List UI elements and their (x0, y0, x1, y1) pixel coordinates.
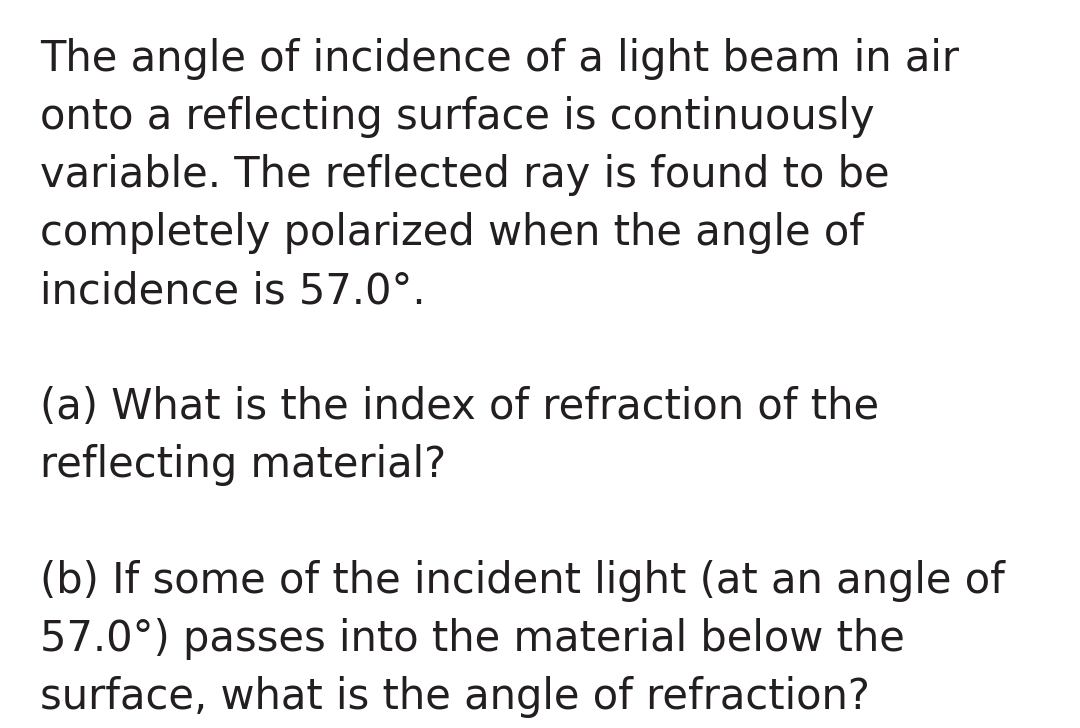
Text: (a) What is the index of refraction of the: (a) What is the index of refraction of t… (40, 386, 879, 428)
Text: completely polarized when the angle of: completely polarized when the angle of (40, 212, 864, 254)
Text: reflecting material?: reflecting material? (40, 444, 446, 486)
Text: onto a reflecting surface is continuously: onto a reflecting surface is continuousl… (40, 96, 875, 138)
Text: surface, what is the angle of refraction?: surface, what is the angle of refraction… (40, 676, 869, 718)
Text: The angle of incidence of a light beam in air: The angle of incidence of a light beam i… (40, 38, 959, 80)
Text: 57.0°) passes into the material below the: 57.0°) passes into the material below th… (40, 618, 905, 660)
Text: incidence is 57.0°.: incidence is 57.0°. (40, 270, 426, 312)
Text: (b) If some of the incident light (at an angle of: (b) If some of the incident light (at an… (40, 560, 1004, 602)
Text: variable. The reflected ray is found to be: variable. The reflected ray is found to … (40, 154, 890, 196)
